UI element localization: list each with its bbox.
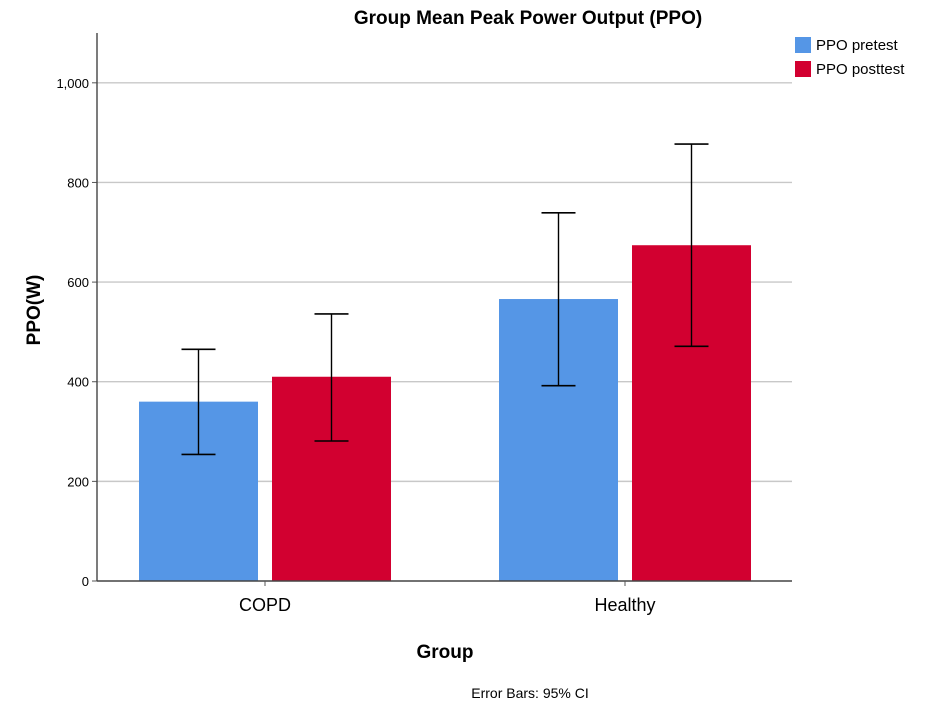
y-tick-label: 1,000	[56, 76, 89, 91]
legend: PPO pretest PPO posttest	[795, 37, 905, 78]
legend-swatch	[795, 37, 811, 53]
legend-label: PPO pretest	[816, 37, 899, 54]
y-tick-label: 200	[67, 474, 89, 489]
error-bars-footnote: Error Bars: 95% CI	[471, 685, 588, 701]
x-tick-label-copd: COPD	[239, 595, 291, 615]
bars	[139, 245, 751, 581]
chart-title: Group Mean Peak Power Output (PPO)	[354, 8, 702, 29]
y-tick-label: 0	[82, 574, 89, 589]
legend-swatch	[795, 61, 811, 77]
y-tick-labels: 0 200 400 600 800 1,000	[56, 76, 89, 589]
x-axis-label: Group	[417, 642, 474, 663]
y-tick-label: 600	[67, 275, 89, 290]
legend-label: PPO posttest	[816, 61, 905, 78]
x-tick-labels: COPD Healthy	[239, 595, 656, 615]
y-axis-label: PPO(W)	[24, 275, 45, 346]
axes	[92, 33, 792, 586]
error-bars	[181, 143, 709, 456]
x-tick-label-healthy: Healthy	[594, 595, 655, 615]
y-tick-label: 400	[67, 375, 89, 390]
y-tick-label: 800	[67, 175, 89, 190]
